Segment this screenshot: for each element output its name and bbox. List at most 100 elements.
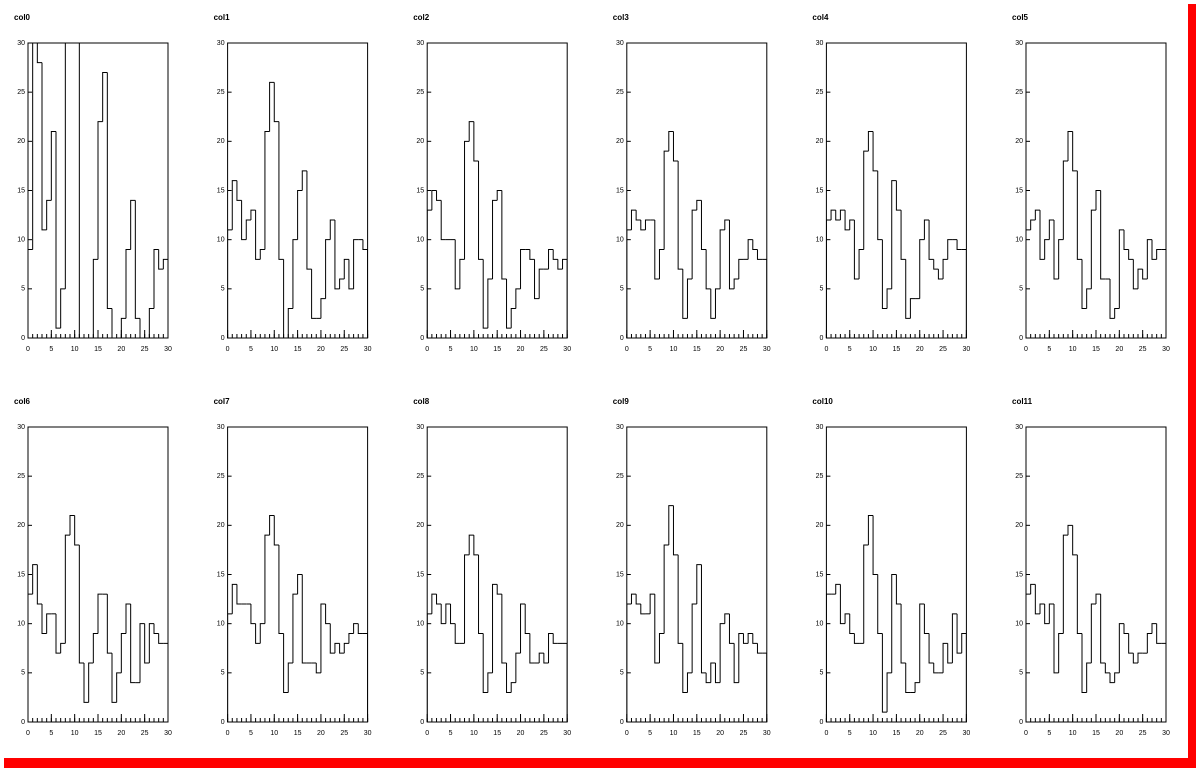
histogram-bin xyxy=(1034,209,1040,220)
histogram-bin xyxy=(144,623,150,664)
y-tick-label: 10 xyxy=(816,237,824,244)
histogram-bin xyxy=(264,131,270,250)
x-tick-label: 10 xyxy=(270,730,278,737)
plot-frame xyxy=(1025,426,1167,723)
histogram-bin xyxy=(644,219,651,230)
y-tick-label: 25 xyxy=(616,473,624,480)
y-tick-label: 25 xyxy=(616,89,624,96)
histogram-bin xyxy=(529,249,535,260)
y-tick-label: 5 xyxy=(21,286,25,293)
x-tick-label: 20 xyxy=(1115,346,1123,353)
x-tick-label: 10 xyxy=(71,730,79,737)
histogram-bin xyxy=(891,574,897,673)
histogram-bin xyxy=(102,72,108,122)
x-tick-label: 5 xyxy=(249,346,253,353)
histogram-bin xyxy=(548,249,554,270)
histogram-bin xyxy=(88,662,94,703)
histogram-bin xyxy=(28,249,33,338)
x-tick-label: 5 xyxy=(648,730,652,737)
histogram-bin xyxy=(1058,239,1064,279)
histogram-bin xyxy=(562,642,568,722)
histogram-bin xyxy=(891,180,897,289)
histogram-bin xyxy=(552,633,558,644)
x-tick-label: 25 xyxy=(1139,730,1147,737)
histogram-bin xyxy=(1137,268,1143,289)
histogram-bin xyxy=(1090,603,1096,663)
histogram-bin xyxy=(1044,604,1050,625)
y-tick-label: 30 xyxy=(217,40,225,47)
y-tick-label: 20 xyxy=(1015,522,1023,529)
x-tick-label: 15 xyxy=(1092,346,1100,353)
histogram-bin xyxy=(162,258,168,338)
histogram-bin xyxy=(506,279,512,329)
y-tick-label: 20 xyxy=(816,138,824,145)
y-tick-label: 0 xyxy=(620,719,624,726)
histogram-bin xyxy=(905,259,911,319)
y-tick-label: 25 xyxy=(1015,473,1023,480)
histogram-bin xyxy=(334,642,340,654)
histogram-bin xyxy=(682,269,688,319)
histogram-bin xyxy=(297,190,303,240)
histogram-bin xyxy=(630,593,637,604)
histogram-bin xyxy=(640,220,646,231)
histogram-bin xyxy=(677,161,683,270)
x-tick-label: 15 xyxy=(693,730,701,737)
y-tick-label: 20 xyxy=(416,522,424,529)
histogram-bin xyxy=(947,643,953,664)
histogram-bin xyxy=(1076,170,1082,260)
histogram-bin xyxy=(454,623,460,644)
x-tick-label: 25 xyxy=(740,346,748,353)
histogram-bin xyxy=(919,603,925,683)
y-tick-label: 30 xyxy=(416,40,424,47)
x-tick-label: 30 xyxy=(1162,730,1170,737)
y-tick-label: 0 xyxy=(1019,719,1023,726)
histogram-bin xyxy=(431,190,437,211)
y-tick-label: 10 xyxy=(217,237,225,244)
histogram-panel: col3 0 5 10 15 20 25 30 0 5 10 15 20 25 30 xyxy=(613,13,771,353)
y-tick-label: 30 xyxy=(17,424,25,431)
x-tick-label: 30 xyxy=(563,730,571,737)
x-tick-label: 20 xyxy=(916,346,924,353)
histogram-bin xyxy=(106,72,112,309)
histogram-bin xyxy=(1104,663,1110,674)
histogram-bin xyxy=(1067,131,1073,161)
histogram-bin xyxy=(120,633,126,673)
y-tick-label: 25 xyxy=(416,89,424,96)
histogram-bin xyxy=(520,249,526,289)
histogram-bin xyxy=(492,199,498,279)
histogram-bin xyxy=(672,131,679,162)
x-tick-label: 0 xyxy=(625,346,629,353)
histogram-bin xyxy=(956,239,962,250)
histogram-bin xyxy=(649,593,655,614)
histogram-bin xyxy=(1039,603,1045,614)
x-tick-label: 25 xyxy=(1139,346,1147,353)
x-tick-label: 30 xyxy=(963,346,971,353)
histogram-bin xyxy=(36,564,42,605)
histogram-bin xyxy=(1072,525,1078,556)
y-tick-label: 5 xyxy=(420,286,424,293)
histogram-bin xyxy=(440,604,446,625)
histogram-bin xyxy=(64,534,70,644)
chart-title: col5 xyxy=(1012,13,1029,22)
x-tick-label: 10 xyxy=(869,730,877,737)
histogram-bin xyxy=(64,43,66,289)
y-tick-label: 25 xyxy=(217,89,225,96)
x-tick-label: 0 xyxy=(1024,730,1028,737)
histogram-bin xyxy=(454,239,460,290)
histogram-bin xyxy=(111,308,117,338)
histogram-bin xyxy=(259,249,265,260)
histogram-bin xyxy=(733,643,739,684)
histogram-bin xyxy=(668,505,674,545)
histogram-bin xyxy=(125,603,131,634)
histogram-bin xyxy=(473,535,479,556)
y-tick-label: 20 xyxy=(416,138,424,145)
x-tick-label: 25 xyxy=(141,346,149,353)
histogram-bin xyxy=(163,642,168,722)
histogram-bin xyxy=(762,652,767,722)
histogram-bin xyxy=(287,662,293,693)
histogram-bin xyxy=(752,633,758,644)
y-tick-label: 20 xyxy=(17,138,25,145)
histogram-bin xyxy=(696,564,702,604)
histogram-bin xyxy=(839,584,846,625)
histogram-bin xyxy=(97,121,103,260)
